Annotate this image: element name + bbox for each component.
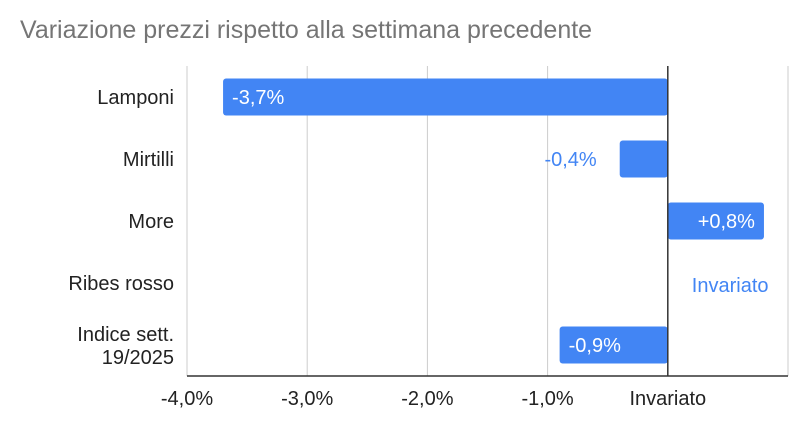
data-label: -0,4%: [544, 149, 596, 171]
bar: [667, 202, 764, 240]
category-label-line: Ribes rosso: [68, 273, 174, 295]
category-label-line: Mirtilli: [123, 149, 174, 171]
category-label: More: [128, 211, 174, 233]
bar: [619, 140, 668, 178]
data-label: +0,8%: [698, 211, 755, 233]
x-tick-label: -1,0%: [521, 388, 573, 410]
category-label-line: Indice sett.: [77, 324, 174, 346]
chart-title: Variazione prezzi rispetto alla settiman…: [20, 16, 593, 44]
category-label: Mirtilli: [123, 149, 174, 171]
category-label: Lamponi: [97, 87, 174, 109]
x-tick-label: -3,0%: [281, 388, 333, 410]
data-label: -3,7%: [232, 87, 284, 109]
category-label: Indice sett. 19/2025: [77, 324, 174, 369]
x-tick-label: -4,0%: [161, 388, 213, 410]
category-label-line: 19/2025: [102, 347, 174, 369]
bar: [223, 78, 668, 116]
x-tick-label: -2,0%: [401, 388, 453, 410]
category-label-line: More: [128, 211, 174, 233]
category-label: Ribes rosso: [68, 273, 174, 295]
data-label: -0,9%: [569, 335, 621, 357]
x-tick-label: Invariato: [629, 388, 706, 410]
bar: [559, 326, 668, 364]
category-label-line: Lamponi: [97, 87, 174, 109]
data-label: Invariato: [692, 275, 769, 297]
